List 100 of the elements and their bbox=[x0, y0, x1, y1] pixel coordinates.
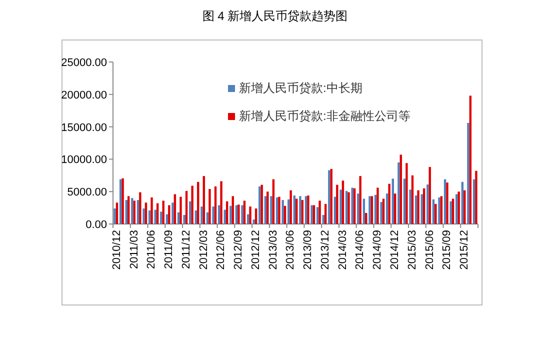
legend-label: 新增人民币贷款:中长期 bbox=[239, 81, 362, 95]
y-tick-label: 10000.00 bbox=[61, 154, 107, 166]
bar bbox=[139, 192, 142, 224]
bar bbox=[342, 180, 344, 224]
bar bbox=[148, 210, 151, 224]
x-tick-label: 2014/09 bbox=[372, 230, 384, 270]
bar bbox=[428, 166, 431, 224]
bar bbox=[340, 190, 342, 224]
bar bbox=[432, 199, 435, 224]
x-tick-label: 2015/12 bbox=[458, 230, 471, 270]
bar bbox=[296, 198, 298, 224]
bar bbox=[224, 210, 226, 224]
bar bbox=[420, 194, 423, 224]
bar bbox=[284, 206, 286, 224]
bar bbox=[310, 205, 313, 224]
bar bbox=[156, 203, 159, 224]
bar bbox=[414, 195, 418, 224]
bar bbox=[304, 196, 308, 224]
bar bbox=[144, 202, 148, 224]
bar bbox=[394, 194, 396, 224]
bar bbox=[293, 195, 296, 224]
bar bbox=[444, 179, 446, 224]
bar bbox=[154, 210, 156, 224]
bar bbox=[230, 206, 232, 224]
bar bbox=[160, 212, 162, 224]
bar bbox=[374, 194, 377, 224]
bar bbox=[264, 196, 267, 224]
bar bbox=[348, 192, 350, 224]
bar bbox=[282, 200, 284, 224]
bar bbox=[266, 192, 269, 224]
legend-label: 新增人民币贷款:非金融性公司等 bbox=[239, 109, 410, 123]
bar bbox=[212, 206, 214, 224]
bar bbox=[299, 196, 302, 224]
x-tick-label: 2013/03 bbox=[267, 230, 280, 270]
bar bbox=[197, 182, 200, 224]
bar bbox=[214, 186, 217, 224]
x-tick-label: 2012/12 bbox=[250, 230, 262, 270]
bar bbox=[452, 198, 454, 224]
bar bbox=[243, 200, 246, 224]
bar bbox=[469, 96, 472, 224]
bar bbox=[278, 196, 280, 224]
bar bbox=[461, 182, 464, 224]
bar bbox=[422, 188, 426, 224]
bar bbox=[353, 188, 356, 224]
x-tick-label: 2011/06 bbox=[146, 230, 158, 269]
bar bbox=[400, 154, 402, 224]
bar bbox=[119, 179, 122, 224]
bar bbox=[376, 188, 379, 224]
bar bbox=[398, 162, 400, 224]
bar bbox=[388, 184, 390, 224]
bar bbox=[368, 196, 371, 224]
bar bbox=[336, 184, 338, 224]
bar bbox=[185, 190, 188, 224]
bar bbox=[316, 207, 319, 224]
y-tick-label: 5000.00 bbox=[67, 186, 107, 199]
bar bbox=[208, 189, 211, 224]
x-tick-label: 2013/09 bbox=[302, 230, 314, 270]
bar bbox=[392, 178, 394, 224]
bar bbox=[450, 201, 452, 224]
bar bbox=[125, 200, 128, 224]
bar bbox=[241, 205, 244, 224]
x-tick-label: 2014/03 bbox=[336, 230, 349, 270]
x-tick-label: 2011/03 bbox=[128, 230, 140, 269]
bar bbox=[475, 170, 478, 224]
bar bbox=[288, 199, 290, 224]
bar bbox=[434, 204, 437, 224]
bar bbox=[359, 176, 362, 224]
bar bbox=[191, 186, 194, 224]
bar bbox=[183, 214, 186, 224]
bar bbox=[114, 208, 116, 224]
bar bbox=[220, 181, 222, 224]
bar bbox=[254, 208, 258, 224]
bar bbox=[127, 196, 130, 224]
bar bbox=[380, 202, 382, 224]
bar bbox=[235, 205, 238, 224]
bar bbox=[276, 197, 278, 224]
bar bbox=[458, 192, 460, 224]
bar bbox=[362, 198, 366, 224]
bar bbox=[194, 210, 198, 224]
bar bbox=[324, 204, 327, 224]
bar bbox=[174, 194, 176, 224]
bar bbox=[467, 122, 470, 224]
bar bbox=[426, 184, 429, 224]
bar bbox=[411, 175, 414, 224]
chart-title: 图 4 新增人民币贷款趋势图 bbox=[202, 9, 348, 23]
bar bbox=[290, 190, 292, 224]
x-tick-label: 2011/09 bbox=[163, 230, 176, 269]
bar bbox=[318, 200, 321, 224]
bar bbox=[142, 208, 145, 224]
bar bbox=[301, 200, 304, 224]
bar bbox=[438, 197, 440, 224]
bar bbox=[456, 194, 458, 224]
bar bbox=[307, 195, 310, 224]
bar bbox=[406, 163, 408, 224]
bar bbox=[150, 197, 153, 224]
x-tick-label: 2010/12 bbox=[110, 230, 123, 270]
x-tick-label: 2014/12 bbox=[388, 230, 401, 270]
bar bbox=[232, 196, 234, 224]
bar bbox=[382, 198, 385, 224]
bar bbox=[200, 206, 203, 224]
